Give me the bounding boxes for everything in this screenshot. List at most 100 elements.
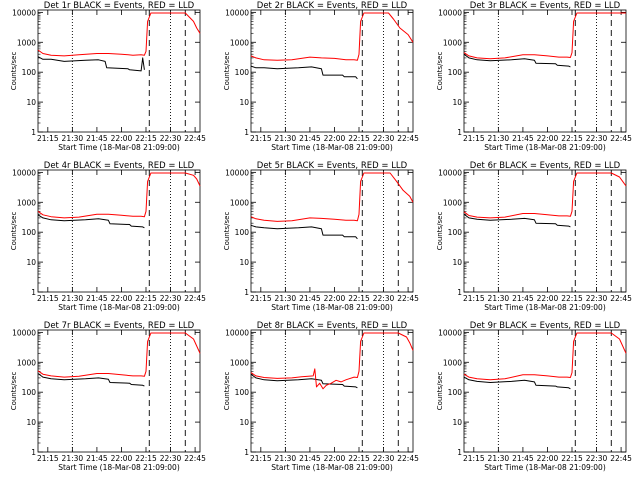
x-tick-label: 22:15 (135, 294, 157, 303)
series-line-lld (463, 12, 626, 60)
y-tick-label: 1000 (17, 358, 36, 367)
x-tick-label: 22:15 (561, 294, 583, 303)
x-tick-label: 22:15 (561, 134, 583, 143)
y-axis-label: Counts/sec (10, 372, 18, 411)
y-tick-label: 1 (457, 448, 462, 457)
chart-title: Det 7r BLACK = Events, RED = LLD (44, 321, 195, 331)
x-tick-label: 21:15 (250, 294, 272, 303)
x-tick-label: 22:30 (373, 134, 395, 143)
series-line-lld (37, 332, 201, 378)
y-tick-label: 100 (448, 68, 463, 77)
y-tick-label: 1000 (443, 198, 462, 207)
x-tick-label: 22:30 (160, 134, 182, 143)
x-tick-label: 21:30 (488, 454, 510, 463)
x-tick-label: 21:45 (299, 134, 321, 143)
x-tick-label: 22:30 (373, 454, 395, 463)
y-tick-label: 10000 (438, 328, 462, 337)
x-tick-label: 21:15 (37, 454, 59, 463)
x-tick-label: 22:00 (324, 134, 346, 143)
series-line-lld (250, 172, 414, 222)
y-tick-label: 100 (22, 68, 37, 77)
series-line-events (250, 373, 358, 389)
x-tick-label: 21:30 (275, 294, 297, 303)
x-tick-label: 21:15 (463, 294, 485, 303)
y-tick-label: 1000 (230, 198, 249, 207)
x-axis-label: Start Time (18-Mar-08 21:09:00) (58, 463, 180, 472)
plot-frame (463, 9, 627, 133)
y-tick-label: 10 (239, 258, 249, 267)
x-tick-label: 21:30 (62, 294, 84, 303)
y-tick-label: 10000 (225, 328, 249, 337)
x-tick-label: 21:15 (37, 294, 59, 303)
x-tick-label: 21:30 (62, 454, 84, 463)
chart-det-6: Det 6r BLACK = Events, RED = LLD 1 10 100 10… (436, 161, 632, 312)
x-tick-label: 22:45 (610, 294, 632, 303)
x-axis-label: Start Time (18-Mar-08 21:09:00) (484, 303, 606, 312)
chart-title: Det 8r BLACK = Events, RED = LLD (257, 321, 408, 331)
x-tick-label: 21:15 (250, 454, 272, 463)
x-tick-label: 21:45 (86, 134, 108, 143)
y-tick-label: 1 (457, 288, 462, 297)
y-axis-label: Counts/sec (436, 372, 444, 411)
x-tick-label: 22:30 (586, 454, 608, 463)
x-tick-label: 22:00 (537, 454, 559, 463)
y-tick-label: 10 (452, 418, 462, 427)
x-tick-label: 21:45 (512, 454, 534, 463)
x-tick-label: 22:30 (586, 294, 608, 303)
x-tick-label: 22:00 (537, 134, 559, 143)
x-tick-label: 22:45 (610, 134, 632, 143)
x-tick-label: 22:45 (397, 134, 419, 143)
x-tick-label: 22:00 (537, 294, 559, 303)
x-axis-label: Start Time (18-Mar-08 21:09:00) (484, 463, 606, 472)
chart-det-7: Det 7r BLACK = Events, RED = LLD 1 10 100 10… (10, 321, 206, 472)
y-tick-label: 100 (22, 388, 37, 397)
x-tick-label: 22:15 (135, 134, 157, 143)
plot-frame (37, 329, 201, 453)
x-axis-label: Start Time (18-Mar-08 21:09:00) (58, 143, 180, 152)
x-tick-label: 22:30 (160, 454, 182, 463)
y-tick-label: 1 (31, 288, 36, 297)
chart-det-9: Det 9r BLACK = Events, RED = LLD 1 10 100 10… (436, 321, 632, 472)
y-tick-label: 1000 (17, 38, 36, 47)
plot-frame (250, 9, 414, 133)
x-tick-label: 21:15 (250, 134, 272, 143)
y-tick-label: 10000 (438, 168, 462, 177)
y-tick-label: 100 (448, 388, 463, 397)
y-tick-label: 10 (26, 418, 36, 427)
chart-title: Det 3r BLACK = Events, RED = LLD (470, 1, 621, 11)
x-tick-label: 21:45 (299, 294, 321, 303)
y-tick-label: 1000 (443, 38, 462, 47)
x-axis-label: Start Time (18-Mar-08 21:09:00) (271, 143, 393, 152)
y-tick-label: 10 (452, 98, 462, 107)
y-axis-label: Counts/sec (10, 52, 18, 91)
y-tick-label: 10 (26, 98, 36, 107)
x-tick-label: 22:30 (586, 134, 608, 143)
y-tick-label: 10000 (225, 168, 249, 177)
x-tick-label: 21:45 (86, 454, 108, 463)
plot-frame (250, 329, 414, 453)
x-tick-label: 22:45 (184, 134, 206, 143)
y-tick-label: 100 (235, 228, 250, 237)
series-line-lld (463, 332, 627, 381)
x-axis-label: Start Time (18-Mar-08 21:09:00) (271, 303, 393, 312)
series-line-lld (250, 12, 414, 61)
x-tick-label: 22:45 (397, 294, 419, 303)
y-tick-label: 10000 (12, 168, 36, 177)
x-tick-label: 22:45 (184, 454, 206, 463)
plot-frame (463, 329, 627, 453)
y-tick-label: 10000 (12, 8, 36, 17)
y-tick-label: 1000 (230, 38, 249, 47)
y-tick-label: 1 (244, 288, 249, 297)
x-tick-label: 22:15 (348, 134, 370, 143)
x-tick-label: 21:45 (299, 454, 321, 463)
x-tick-label: 22:15 (348, 294, 370, 303)
x-tick-label: 21:30 (488, 294, 510, 303)
y-tick-label: 1000 (230, 358, 249, 367)
series-line-events (250, 65, 358, 80)
y-tick-label: 100 (448, 228, 463, 237)
series-line-events (463, 213, 571, 228)
y-axis-label: Counts/sec (436, 52, 444, 91)
y-axis-label: Counts/sec (223, 372, 231, 411)
y-tick-label: 100 (235, 68, 250, 77)
y-tick-label: 1000 (17, 198, 36, 207)
